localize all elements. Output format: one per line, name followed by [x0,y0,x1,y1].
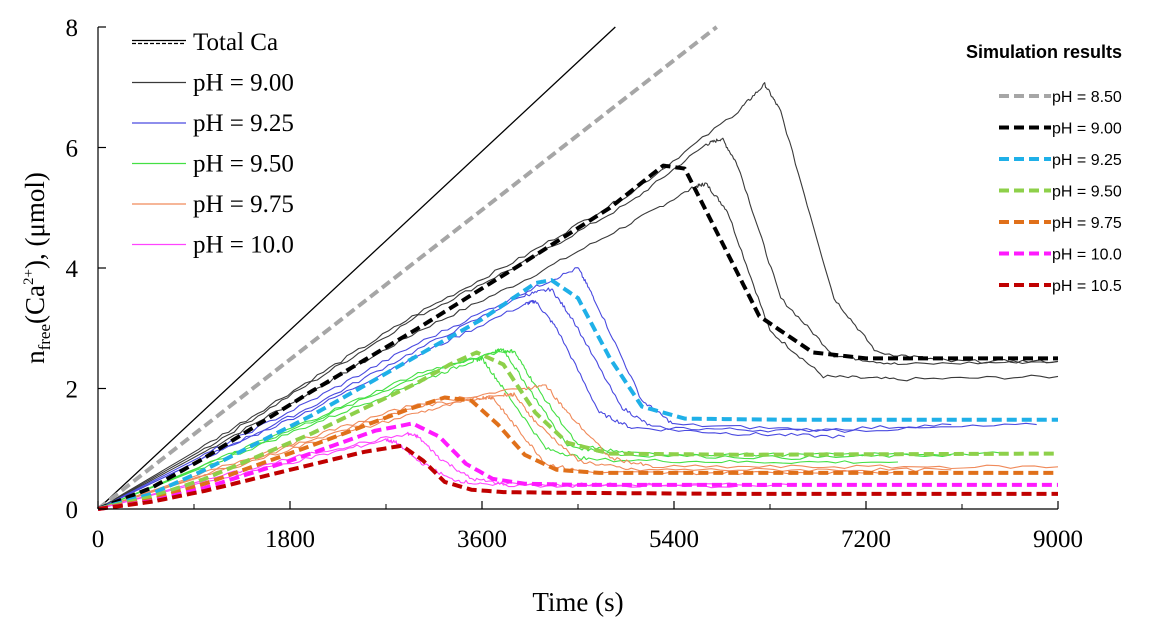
legend-label: pH = 9.25 [193,110,294,137]
legend-label: pH = 9.75 [193,191,294,218]
legend-simulation-title: Simulation results [966,42,1122,62]
y-tick-label: 0 [66,497,79,524]
series-experimental-line [97,384,1059,510]
legend-label: pH = 9.00 [193,70,294,97]
y-axis-title-sup: 2+ [21,269,37,285]
x-tick-label: 9000 [1033,526,1083,553]
series-simulation-line [97,163,1058,511]
series-experimental-line [97,82,1059,510]
legend-label: pH = 8.50 [1052,89,1122,106]
y-tick-label: 6 [66,136,79,163]
legend-label: pH = 10.0 [193,232,294,259]
x-axis-ticks: 0 1800 3600 5400 7200 9000 [92,501,1083,553]
legend-experimental: Total Ca pH = 9.00 pH = 9.25 pH = 9.50 pH = … [132,29,294,259]
y-axis-title-base: n [20,350,50,364]
legend-label: pH = 9.00 [1052,121,1122,138]
plot-area [96,25,1059,511]
x-tick-label: 5400 [649,526,699,553]
x-axis-title: Time (s) [532,587,623,617]
x-tick-label: 1800 [265,526,315,553]
legend-label: pH = 10.0 [1052,247,1122,264]
y-tick-label: 8 [66,15,79,42]
legend-label: pH = 9.50 [1052,184,1122,201]
legend-label: pH = 9.75 [1052,215,1122,232]
series-simulation-line [97,421,1058,511]
series-simulation-line [96,25,718,511]
x-tick-label: 3600 [457,526,507,553]
legend-simulation: Simulation results pH = 8.50 pH = 9.00 pH … [966,42,1122,295]
y-tick-label: 4 [66,256,79,283]
series-total-ca-line [97,26,616,510]
y-axis-title-paren: (Ca [20,285,50,324]
x-tick-label: 0 [92,526,105,553]
y-axis-ticks: 0 2 4 6 8 [66,15,106,524]
legend-label: pH = 9.25 [1052,152,1122,169]
series-simulation-line [97,443,1058,511]
y-axis-title-sub: free [35,324,54,350]
series-simulation-line [97,350,1059,511]
series-experimental-line [97,287,952,510]
legend-label: pH = 10.5 [1052,278,1122,295]
series-simulation-line [97,278,1058,511]
y-axis-title-rest: ), (μmol) [20,172,50,269]
series-experimental-line [97,392,952,510]
x-tick-label: 7200 [841,526,891,553]
series-experimental-line [97,267,1037,510]
y-axis-title: nfree(Ca2+), (μmol) [20,172,54,364]
series-simulation-line [97,395,1058,511]
legend-label: pH = 9.50 [193,151,294,178]
legend-label: Total Ca [193,29,278,56]
y-tick-label: 2 [66,377,79,404]
